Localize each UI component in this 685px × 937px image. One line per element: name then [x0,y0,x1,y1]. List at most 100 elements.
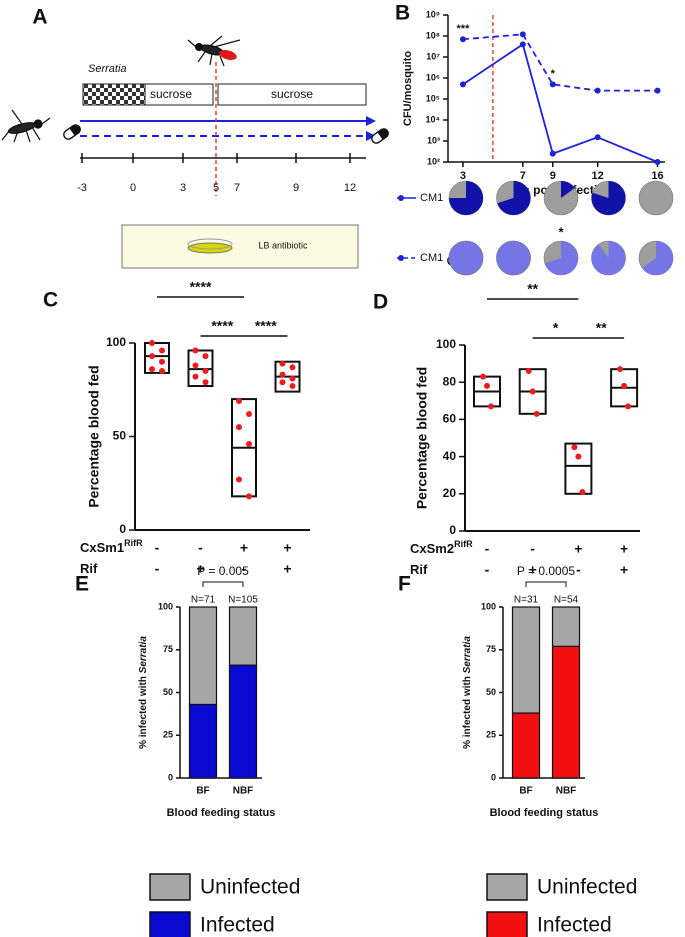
point [488,403,494,410]
point [289,364,296,371]
y-axis-label-italic: Serratia [138,636,149,674]
timeline-label: 12 [344,182,356,194]
legend-swatch [486,873,528,901]
panel-label: E [75,573,89,596]
panel-label: D [373,291,388,314]
point [246,493,252,500]
sign: - [485,562,490,578]
legend-label: CM1 [420,252,443,264]
y-tick-label: 0 [119,522,126,536]
timeline-label: 0 [130,182,136,194]
sign: + [529,562,537,578]
panel-label: C [43,289,58,312]
y-tick-label: 10⁷ [426,51,440,61]
point [202,353,209,360]
y-tick-label: 50 [163,687,173,697]
sign: - [485,541,490,557]
y-tick-label: 10⁹ [426,9,440,19]
sign: - [155,540,160,556]
point [192,362,199,369]
sign: + [283,561,291,577]
y-tick-label: 25 [486,730,496,740]
bar-segment [511,606,541,714]
row-label: CxSm2RifR [410,539,473,556]
point [289,383,296,390]
bar-segment [188,606,218,706]
row-label: Rif [410,562,428,577]
p-value: P = 0.005 [197,564,249,578]
y-axis-label-italic: Serratia [462,636,473,674]
y-axis-label: % infected with Serratia [462,636,473,749]
bar-segment [228,606,258,666]
mosquito [1,109,51,143]
n-label: N=54 [554,595,579,606]
n-label: N=71 [191,595,216,606]
row-label-text: Rif [80,561,98,576]
box [564,442,593,495]
x-tick-label: 7 [520,170,526,182]
point [192,347,199,354]
bar-segment [551,606,581,647]
serratia-label: Serratia [88,63,127,75]
y-axis-label-text: % infected with [138,673,149,749]
legend-label: Uninfected [200,876,300,899]
pie-slice [449,181,483,215]
annotation: *** [457,23,471,35]
point [149,353,155,360]
pie-slice [561,181,575,198]
sign: + [574,541,582,557]
legend-dot [398,255,404,261]
n-label: N=31 [514,595,539,606]
legend-dot [398,195,404,201]
row-label: CxSm1RifR [80,538,143,555]
point [159,358,165,365]
sign: + [240,540,248,556]
point [549,81,556,88]
sucrose-bar [144,83,214,106]
y-tick-label: 80 [443,374,457,388]
n-label: N=105 [228,595,258,606]
point [571,444,578,451]
point [202,379,209,386]
legend-swatch [149,873,191,901]
legend-label: Infected [200,914,275,937]
y-axis-label: Percentage blood fed [86,365,102,507]
y-axis-label-text: % infected with [462,673,473,749]
y-tick-label: 10⁴ [426,114,440,124]
panel-label: F [398,573,411,596]
x-axis-label: Blood feeding status [167,807,276,819]
p-bracket [202,581,244,587]
p-bracket [525,581,567,587]
p-value: P = 0.0005 [517,564,575,578]
y-tick-label: 60 [443,412,457,426]
y-axis-label: Percentage blood fed [414,367,430,509]
significance-label: ** [527,281,538,297]
point [621,382,628,389]
point [459,36,466,43]
bar-segment [551,645,581,779]
row-label: Rif [80,561,98,576]
point [533,410,540,417]
legend-label: Infected [537,914,612,937]
arrow-head [366,116,376,126]
x-tick-label: 3 [460,170,466,182]
x-tick-label: BF [519,786,532,797]
point [525,368,532,375]
legend-label: Uninfected [537,876,637,899]
y-tick-label: 20 [443,486,457,500]
lb-label: LB antibiotic [258,240,308,250]
sign: + [196,561,204,577]
dish-rim [187,238,233,250]
legend-swatch [486,911,528,937]
row-label-text: CxSm1 [80,540,124,555]
significance-label: ** [596,320,607,336]
y-tick-label: 100 [106,335,126,349]
y-tick-label: 100 [436,337,456,351]
point [236,424,242,431]
point [236,476,242,483]
y-tick-label: 10³ [427,135,440,145]
sucrose-label: sucrose [150,87,192,101]
y-tick-label: 10⁵ [426,93,440,103]
timeline-label: 9 [293,182,299,194]
